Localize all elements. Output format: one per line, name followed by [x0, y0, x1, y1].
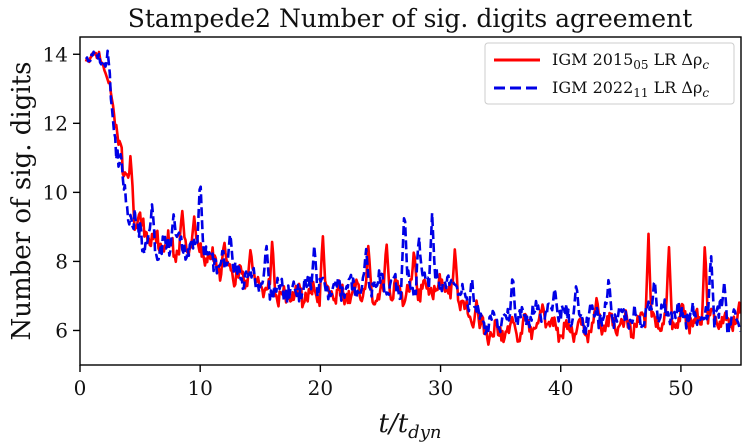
y-axis-label: Number of sig. digits — [7, 62, 37, 341]
y-tick-label: 14 — [43, 42, 68, 66]
plot-frame — [79, 36, 742, 366]
chart-title: Stampede2 Number of sig. digits agreemen… — [128, 4, 693, 33]
y-tick-label: 10 — [43, 180, 68, 204]
x-tick-label: 20 — [308, 376, 333, 400]
y-axis-ticks: 6 8 10 12 14 — [43, 42, 80, 342]
x-axis-label: t/tdyn — [379, 409, 442, 443]
x-axis-ticks: 0 10 20 30 40 50 — [74, 365, 694, 400]
x-tick-label: 50 — [668, 376, 693, 400]
series-line-igm-2015-05 — [84, 50, 741, 346]
x-axis-label-sub: dyn — [408, 422, 441, 443]
legend-label-igm-2022-11: IGM 202211 LR Δρc — [552, 78, 709, 100]
x-tick-label: 10 — [187, 376, 212, 400]
legend-label-igm-2015-05: IGM 201505 LR Δρc — [552, 50, 709, 72]
y-tick-label: 8 — [55, 249, 68, 273]
y-tick-label: 12 — [43, 111, 68, 135]
x-tick-label: 30 — [428, 376, 453, 400]
y-tick-label: 6 — [55, 318, 68, 342]
series-line-igm-2022-11 — [84, 49, 741, 336]
x-tick-label: 40 — [548, 376, 573, 400]
legend-frame — [484, 42, 735, 105]
series-layer — [84, 49, 741, 346]
legend: IGM 201505 LR Δρc IGM 202211 LR Δρc — [484, 42, 735, 105]
x-tick-label: 0 — [74, 376, 87, 400]
